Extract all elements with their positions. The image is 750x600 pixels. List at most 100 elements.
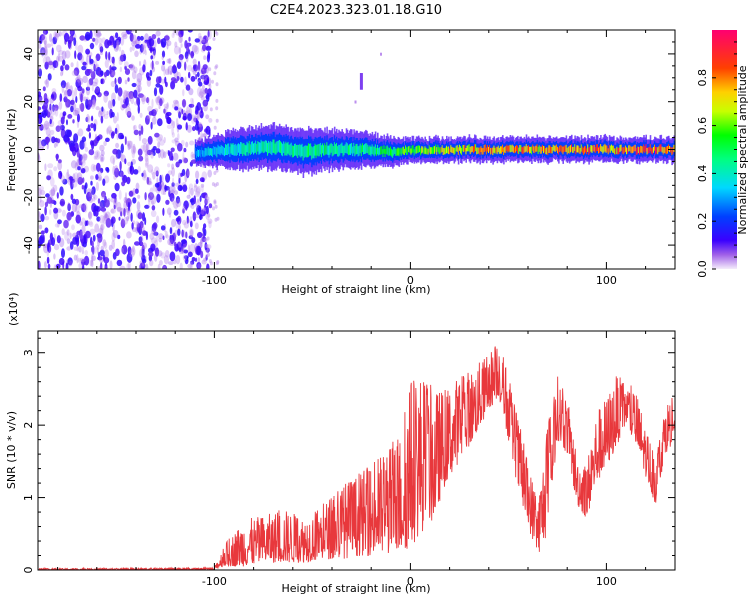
noise-cell	[175, 182, 179, 187]
signal-cell	[311, 146, 313, 160]
noise-cell	[91, 260, 94, 268]
noise-cell	[88, 220, 93, 226]
noise-cell	[94, 37, 99, 46]
noise-cell	[81, 153, 88, 159]
noise-cell	[105, 137, 110, 142]
noise-cell	[89, 221, 94, 227]
noise-cell	[144, 217, 147, 226]
signal-cell	[422, 146, 424, 153]
signal-cell	[572, 146, 574, 153]
noise-cell	[99, 154, 105, 163]
noise-cell	[171, 219, 176, 228]
signal-cell	[536, 144, 539, 152]
signal-cell	[663, 147, 666, 154]
noise-cell	[204, 238, 208, 243]
noise-cell	[168, 151, 173, 161]
noise-cell	[96, 216, 101, 222]
signal-cell	[264, 140, 267, 152]
noise-cell	[87, 220, 91, 226]
noise-cell	[47, 163, 54, 169]
signal-cell	[426, 148, 429, 155]
signal-cell	[313, 146, 315, 159]
signal-cell	[518, 147, 520, 155]
noise-cell	[81, 203, 87, 213]
noise-cell	[191, 98, 194, 108]
noise-cell	[63, 219, 69, 229]
noise-cell	[188, 186, 191, 197]
noise-cell	[126, 263, 130, 269]
signal-cell	[197, 149, 199, 157]
signal-cell	[374, 144, 377, 155]
noise-cell	[103, 90, 110, 97]
noise-cell	[103, 140, 107, 147]
noise-cell	[151, 205, 156, 211]
colorbar-tick-label: 0.8	[696, 69, 709, 87]
noise-cell	[91, 253, 94, 263]
snr-line	[38, 346, 675, 570]
noise-cell	[135, 220, 139, 228]
noise-cell	[63, 89, 68, 96]
signal-cell	[609, 145, 612, 153]
noise-cell	[110, 111, 115, 118]
noise-cell	[123, 208, 126, 217]
signal-cell	[486, 145, 489, 152]
signal-cell	[220, 144, 223, 154]
noise-cell	[56, 138, 61, 144]
noise-cell	[103, 213, 109, 222]
signal-cell	[383, 145, 385, 154]
noise-cell	[47, 73, 52, 81]
noise-cell	[94, 150, 101, 160]
noise-cell	[206, 53, 210, 63]
noise-cell	[199, 239, 203, 249]
signal-cell	[245, 145, 248, 156]
colorbar-label: Normalized spectral amplitude	[736, 65, 749, 234]
noise-cell	[145, 143, 150, 152]
signal-cell	[512, 145, 515, 153]
noise-cell	[79, 104, 82, 111]
signal-cell	[357, 146, 360, 157]
signal-cell	[627, 147, 629, 154]
signal-cell	[411, 145, 414, 154]
signal-cell	[527, 145, 530, 152]
noise-cell	[48, 59, 53, 69]
noise-cell	[142, 169, 147, 179]
signal-cell	[472, 146, 475, 154]
signal-cell	[397, 147, 400, 156]
noise-cell	[103, 256, 110, 264]
noise-cell	[166, 207, 172, 215]
noise-cell	[98, 175, 103, 181]
signal-cell	[298, 144, 300, 156]
spur-mark	[380, 52, 382, 56]
signal-cell	[355, 144, 357, 155]
signal-cell	[442, 147, 445, 155]
noise-cell	[204, 75, 208, 82]
noise-cell	[44, 163, 47, 171]
noise-cell	[184, 76, 187, 87]
signal-cell	[326, 142, 328, 155]
noise-cell	[175, 117, 179, 128]
noise-cell	[137, 148, 143, 156]
x-tick-label: -100	[202, 274, 227, 287]
signal-cell	[444, 147, 447, 155]
noise-cell	[182, 219, 187, 226]
signal-cell	[515, 146, 517, 153]
signal-cell	[545, 148, 547, 155]
noise-cell	[61, 84, 65, 94]
noise-cell	[195, 74, 198, 80]
noise-cell	[166, 124, 172, 129]
noise-cell	[90, 163, 96, 172]
noise-cell	[48, 61, 54, 66]
noise-cell	[53, 142, 57, 148]
signal-cell	[274, 143, 277, 155]
signal-cell	[534, 146, 536, 154]
signal-cell	[523, 145, 526, 153]
signal-cell	[644, 146, 646, 153]
noise-cell	[60, 80, 67, 89]
noise-cell	[67, 137, 71, 145]
signal-cell	[347, 145, 350, 156]
signal-cell	[341, 142, 343, 154]
noise-cell	[140, 94, 146, 103]
noise-cell	[39, 189, 46, 196]
noise-cell	[167, 163, 171, 168]
noise-cell	[135, 182, 140, 191]
